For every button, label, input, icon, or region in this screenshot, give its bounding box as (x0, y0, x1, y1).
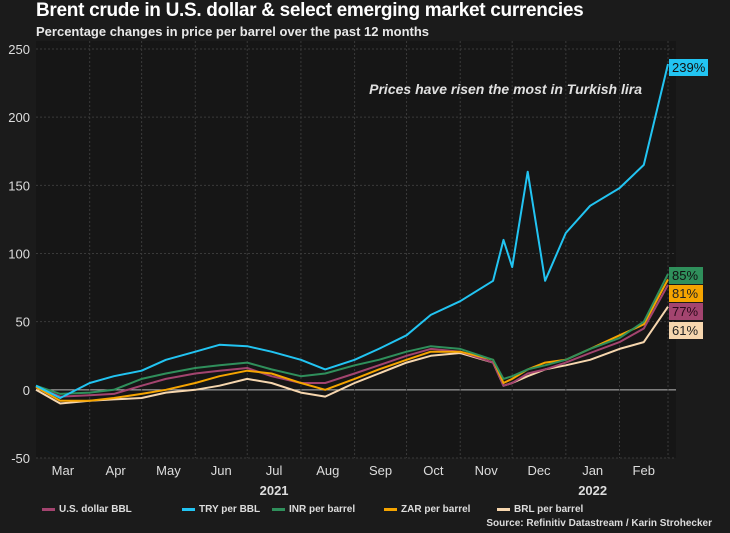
legend-label: U.S. dollar BBL (59, 504, 132, 515)
end-label-box (669, 267, 703, 284)
chart-title: Brent crude in U.S. dollar & select emer… (36, 0, 584, 21)
y-tick-label: 100 (8, 247, 30, 262)
x-tick-label: Nov (475, 463, 499, 478)
y-tick-label: 250 (8, 42, 30, 57)
series-line-inr-per-barrel (35, 273, 669, 395)
end-label: 81% (672, 286, 698, 301)
legend-label: ZAR per barrel (401, 504, 471, 515)
legend-item: BRL per barrel (497, 504, 583, 515)
x-tick-label: Dec (527, 463, 551, 478)
x-tick-label: Mar (52, 463, 75, 478)
legend-swatch (42, 508, 55, 511)
legend-item: TRY per BBL (182, 504, 260, 515)
end-label: 85% (672, 268, 698, 283)
year-label: 2022 (578, 483, 607, 498)
legend-label: BRL per barrel (514, 504, 584, 515)
end-label: 239% (672, 60, 706, 75)
legend-item: U.S. dollar BBL (42, 504, 132, 515)
series-line-try-per-bbl (35, 63, 669, 399)
x-tick-label: Jun (211, 463, 232, 478)
legend-swatch (182, 508, 195, 511)
x-tick-label: May (156, 463, 181, 478)
x-tick-label: Jul (266, 463, 283, 478)
x-tick-label: Feb (633, 463, 655, 478)
legend-swatch (272, 508, 285, 511)
legend-swatch (384, 508, 397, 511)
end-label-box (669, 59, 708, 76)
year-label: 2021 (260, 483, 289, 498)
plot-background (36, 41, 676, 458)
y-tick-label: 150 (8, 178, 30, 193)
x-tick-label: Apr (106, 463, 127, 478)
end-label: 77% (672, 304, 698, 319)
legend-label: INR per barrel (289, 504, 356, 515)
legend-label: TRY per BBL (199, 504, 261, 515)
y-tick-label: 50 (16, 315, 30, 330)
x-tick-label: Oct (423, 463, 444, 478)
y-tick-label: 0 (23, 383, 30, 398)
y-tick-label: -50 (11, 451, 30, 466)
end-label-box (669, 322, 703, 339)
end-label: 61% (672, 323, 698, 338)
legend-item: INR per barrel (272, 504, 355, 515)
legend-item: ZAR per barrel (384, 504, 470, 515)
y-tick-label: 200 (8, 110, 30, 125)
end-label-box (669, 303, 703, 320)
series-line-u-s-dollar-bbl (35, 284, 669, 398)
annotation: Prices have risen the most in Turkish li… (369, 81, 642, 97)
legend-swatch (497, 508, 510, 511)
x-tick-label: Sep (369, 463, 392, 478)
chart-subtitle: Percentage changes in price per barrel o… (36, 24, 430, 39)
x-tick-label: Jan (582, 463, 603, 478)
end-label-box (669, 285, 703, 302)
source-note: Source: Refinitiv Datastream / Karin Str… (486, 518, 712, 529)
x-tick-label: Aug (316, 463, 339, 478)
series-line-brl-per-barrel (35, 306, 669, 405)
